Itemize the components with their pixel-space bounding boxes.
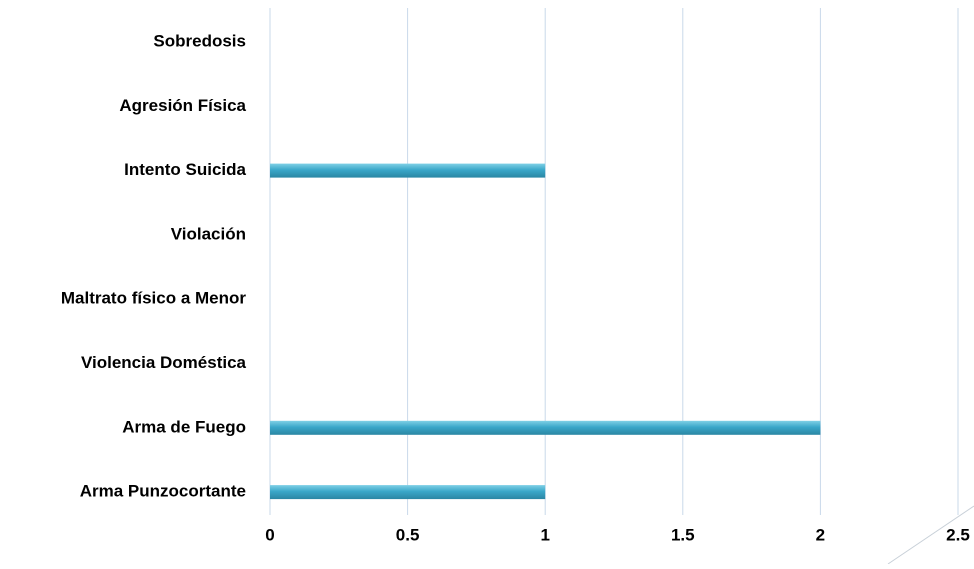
gridlines [269,8,959,515]
category-label: Maltrato físico a Menor [61,289,247,308]
x-axis-tick-labels: 0 0.5 1 1.5 2 2.5 [265,525,970,544]
x-tick-label: 2 [816,525,825,544]
x-tick-label: 1 [540,525,549,544]
x-tick-label: 0.5 [396,525,420,544]
x-tick-label: 2.5 [946,525,970,544]
category-label: Arma Punzocortante [80,482,246,501]
bar [270,485,546,500]
bar [270,420,821,435]
bar [270,163,546,178]
category-labels: Sobredosis Agresión Física Intento Suicida… [61,31,247,500]
x-tick-label: 0 [265,525,274,544]
bars [270,163,821,500]
category-label: Sobredosis [153,31,246,50]
category-label: Agresión Física [119,96,246,115]
x-tick-label: 1.5 [671,525,695,544]
category-label: Arma de Fuego [122,417,246,436]
category-label: Violación [171,224,246,243]
category-label: Violencia Doméstica [81,353,247,372]
category-label: Intento Suicida [124,160,246,179]
decorative-diagonal-line [887,505,974,565]
